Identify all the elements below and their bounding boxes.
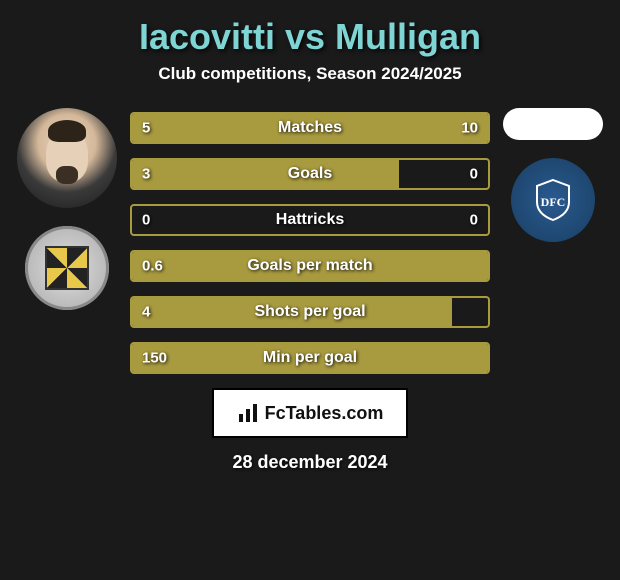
stat-bar: Min per goal 150 <box>130 342 490 374</box>
stat-value-left: 0.6 <box>142 258 163 275</box>
stat-value-left: 4 <box>142 304 150 321</box>
stat-value-right: 0 <box>470 166 478 183</box>
badge-ring-icon <box>25 226 109 310</box>
club-badge-right: DFC <box>511 158 595 242</box>
stat-bar: Goals 3 0 <box>130 158 490 190</box>
stat-bar: Goals per match 0.6 <box>130 250 490 282</box>
svg-text:DFC: DFC <box>541 195 566 209</box>
date-text: 28 december 2024 <box>232 452 387 473</box>
stat-label: Matches <box>278 119 342 137</box>
player-right-column: DFC <box>498 104 608 242</box>
stat-bar: Shots per goal 4 <box>130 296 490 328</box>
stat-value-right: 0 <box>470 212 478 229</box>
stat-value-right: 10 <box>461 120 478 137</box>
stat-label: Goals <box>288 165 332 183</box>
stat-value-left: 3 <box>142 166 150 183</box>
player-left-column <box>12 104 122 310</box>
branding-badge: FcTables.com <box>212 388 408 438</box>
club-badge-left <box>25 226 109 310</box>
branding-text: FcTables.com <box>265 403 384 424</box>
stat-label: Shots per goal <box>254 303 365 321</box>
stat-value-left: 0 <box>142 212 150 229</box>
stat-fill-left <box>132 160 399 188</box>
player-right-photo <box>503 108 603 140</box>
stat-bar: Hattricks 0 0 <box>130 204 490 236</box>
page-title: Iacovitti vs Mulligan <box>139 16 481 58</box>
bars-logo-icon <box>237 402 259 424</box>
stat-label: Min per goal <box>263 349 357 367</box>
stat-label: Hattricks <box>276 211 344 229</box>
main-row: Matches 5 10 Goals 3 0 Hattricks 0 0 Goals per ma… <box>0 104 620 374</box>
stat-value-left: 150 <box>142 350 167 367</box>
shield-dfc-icon: DFC <box>529 176 577 224</box>
stats-bars: Matches 5 10 Goals 3 0 Hattricks 0 0 Goals per ma… <box>130 104 490 374</box>
page-subtitle: Club competitions, Season 2024/2025 <box>158 64 461 84</box>
comparison-card: Iacovitti vs Mulligan Club competitions,… <box>0 0 620 580</box>
stat-bar: Matches 5 10 <box>130 112 490 144</box>
player-left-photo <box>17 108 117 208</box>
stat-label: Goals per match <box>247 257 372 275</box>
stat-value-left: 5 <box>142 120 150 137</box>
face-icon <box>46 130 88 182</box>
